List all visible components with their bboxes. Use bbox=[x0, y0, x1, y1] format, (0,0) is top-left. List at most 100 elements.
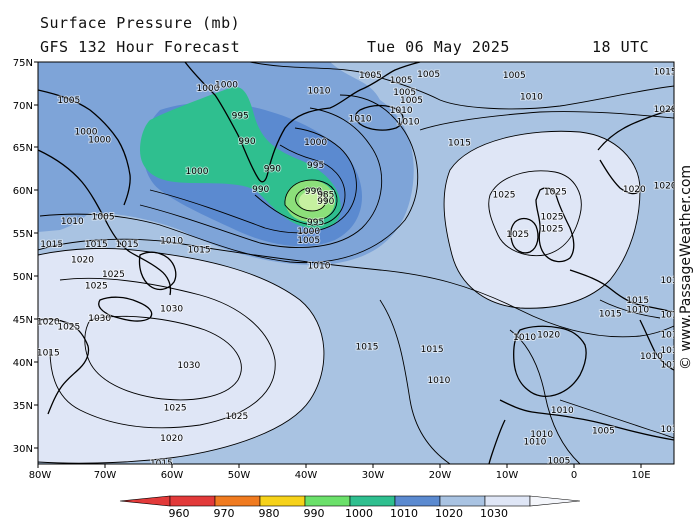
isobar-label: 1025 bbox=[57, 323, 80, 333]
isobar-label: 1030 bbox=[177, 361, 200, 371]
isobar-1000-low bbox=[149, 127, 357, 234]
isobar-label: 1015 bbox=[116, 240, 139, 250]
map-title: Surface Pressure (mb) bbox=[40, 14, 241, 32]
isobar-985-low bbox=[295, 187, 327, 212]
isobar-label: 1025 bbox=[102, 270, 125, 280]
isobar-label: 1010 bbox=[660, 425, 683, 435]
legend-swatch bbox=[349, 495, 396, 507]
isobar-1015-mid bbox=[38, 238, 674, 338]
isobar-label: 1015 bbox=[40, 240, 63, 250]
isobar-label: 995 bbox=[307, 161, 324, 171]
legend-tick-label: 1030 bbox=[480, 507, 508, 520]
legend-tick-label: 1020 bbox=[435, 507, 463, 520]
isobar-label: 985 bbox=[317, 190, 334, 200]
isobar-label: 1010 bbox=[660, 330, 683, 340]
lat-label-75n: 75N bbox=[13, 58, 33, 69]
europe-coast bbox=[569, 269, 674, 313]
isobar-1005-low bbox=[139, 107, 383, 248]
legend-tick-label: 1010 bbox=[390, 507, 418, 520]
pressure-color-legend: 960 970 980 990 1000 1010 1020 1030 bbox=[119, 495, 581, 520]
lat-label-50n: 50N bbox=[13, 272, 33, 283]
nova-scotia-coast bbox=[98, 296, 153, 322]
lat-label-65n: 65N bbox=[13, 143, 33, 154]
isobar-label: 1010 bbox=[626, 305, 649, 315]
isobar-label: 1010 bbox=[160, 237, 183, 247]
legend-high-arrow bbox=[529, 495, 581, 507]
isobar-1005-africa bbox=[559, 399, 674, 439]
isobar-label: 1000 bbox=[297, 227, 320, 237]
high-pressure-west-fill bbox=[38, 248, 324, 464]
lat-label-60n: 60N bbox=[13, 186, 33, 197]
africa-coast bbox=[488, 399, 674, 464]
isobar-label: 1010 bbox=[660, 311, 683, 321]
isobar-label: 990 bbox=[264, 165, 281, 175]
us-east-coast bbox=[38, 318, 90, 415]
isobar-label: 1005 bbox=[592, 427, 615, 437]
isobar-label: 1000 bbox=[197, 84, 220, 94]
ireland-coast bbox=[510, 217, 539, 254]
coastline-layer bbox=[38, 62, 674, 464]
lon-label-70w: 70W bbox=[94, 470, 117, 481]
lon-label-0: 0 bbox=[571, 470, 577, 481]
legend-tick-label: 990 bbox=[304, 507, 325, 520]
lon-label-30w: 30W bbox=[362, 470, 385, 481]
isobar-label: 1020 bbox=[160, 434, 183, 444]
lat-label-30n: 30N bbox=[13, 444, 33, 455]
isobar-label: 1015 bbox=[356, 342, 379, 352]
isobar-label: 1025 bbox=[506, 230, 529, 240]
isobar-label: 1010 bbox=[308, 262, 331, 272]
isobar-label: 1020 bbox=[37, 317, 60, 327]
isobar-1030-west bbox=[84, 315, 242, 401]
isobar-label: 990 bbox=[238, 137, 255, 147]
isobar-label: 1005 bbox=[503, 71, 526, 81]
lon-label-10w: 10W bbox=[496, 470, 519, 481]
isobar-label: 1020 bbox=[623, 185, 646, 195]
isobar-label: 1015 bbox=[448, 139, 471, 149]
isobar-label: 1010 bbox=[397, 117, 420, 127]
isobar-label: 1005 bbox=[359, 71, 382, 81]
lat-label-55n: 55N bbox=[13, 229, 33, 240]
isobar-label: 1015 bbox=[188, 245, 211, 255]
isobar-label: 1000 bbox=[215, 80, 238, 90]
lon-label-80w: 80W bbox=[29, 470, 52, 481]
lat-label-40n: 40N bbox=[13, 358, 33, 369]
isobar-label: 1000 bbox=[186, 167, 209, 177]
isobar-label: 1025 bbox=[541, 225, 564, 235]
isobar-1010-southeast bbox=[379, 299, 451, 464]
isobar-label: 1005 bbox=[400, 96, 423, 106]
isobar-label: 1000 bbox=[304, 138, 327, 148]
isobar-1025-west bbox=[49, 277, 276, 429]
isobar-1010-europe bbox=[599, 299, 661, 319]
isobar-label: 1020 bbox=[654, 105, 677, 115]
legend-tick-label: 980 bbox=[259, 507, 280, 520]
isobar-label: 1005 bbox=[297, 236, 320, 246]
isobar-label: 1010 bbox=[640, 352, 663, 362]
lon-label-50w: 50W bbox=[228, 470, 251, 481]
longitude-labels: 80W 70W 60W 50W 40W 30W 20W 10W 0 10E bbox=[29, 470, 651, 481]
isobar-label: 1005 bbox=[393, 88, 416, 98]
low-pressure-canada-fill bbox=[38, 62, 150, 232]
isobar-label: 1010 bbox=[390, 106, 413, 116]
forecast-subtitle: GFS 132 Hour Forecast bbox=[40, 38, 241, 56]
isobar-label: 1010 bbox=[523, 438, 546, 448]
website-credit: © www.PassageWeather.com bbox=[678, 164, 694, 370]
isobar-label: 1015 bbox=[421, 345, 444, 355]
legend-swatch bbox=[304, 495, 351, 507]
isobar-label: 1010 bbox=[551, 406, 574, 416]
isobar-label: 1025 bbox=[493, 190, 516, 200]
isobar-label: 1020 bbox=[71, 256, 94, 266]
legend-swatch bbox=[214, 495, 261, 507]
isobar-label: 1015 bbox=[660, 276, 683, 286]
isobar-label: 1010 bbox=[660, 360, 683, 370]
isobar-label: 1015 bbox=[599, 310, 622, 320]
latitude-labels: 75N 70N 65N 60N 55N 50N 45N 40N 35N 30N bbox=[13, 58, 33, 455]
isobar-label: 1015 bbox=[37, 348, 60, 358]
greenland-coast bbox=[184, 62, 421, 183]
isobar-label: 1015 bbox=[150, 459, 173, 469]
isobar-label: 1010 bbox=[349, 115, 372, 125]
labrador-coast bbox=[38, 149, 172, 296]
isobar-label: 1015 bbox=[654, 67, 677, 77]
isobar-label: 1030 bbox=[88, 314, 111, 324]
low-pressure-center-fill bbox=[299, 191, 325, 211]
